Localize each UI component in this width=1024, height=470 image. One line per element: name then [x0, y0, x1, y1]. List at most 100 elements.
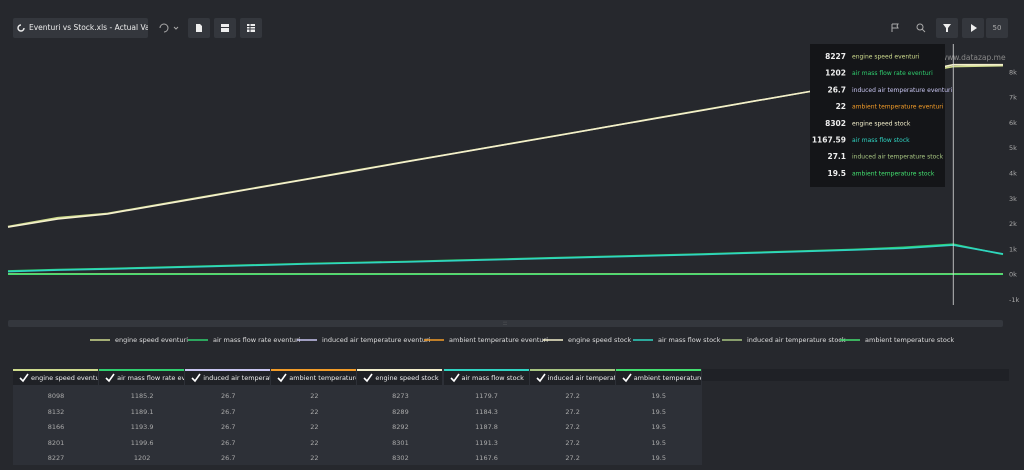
- y-tick-label: 1k: [1009, 245, 1017, 253]
- tooltip-value: 19.5: [827, 169, 846, 178]
- legend-label: air mass flow rate eventuri: [213, 336, 301, 344]
- y-tick-label: 8k: [1009, 68, 1017, 76]
- tooltip-value: 1167.59: [812, 136, 846, 145]
- table-cell: 27.2: [565, 438, 580, 447]
- series-line: [7, 243, 1004, 272]
- checkbox[interactable]: [19, 373, 29, 383]
- table-cell: 27.2: [565, 407, 580, 416]
- table-cell: 1193.9: [130, 423, 154, 431]
- legend-label: ambient temperature eventuri: [449, 336, 548, 344]
- tooltip-label: engine speed eventuri: [852, 54, 920, 61]
- file-icon: [17, 24, 25, 32]
- refresh-button[interactable]: [154, 18, 182, 38]
- checkbox[interactable]: [622, 373, 632, 383]
- watermark: www.datazap.me: [941, 53, 1006, 62]
- y-tick-label: 3k: [1009, 195, 1017, 203]
- table-cell: 1199.6: [130, 438, 154, 447]
- checkbox[interactable]: [536, 373, 546, 383]
- table-cell: 27.2: [565, 454, 580, 462]
- column-header[interactable]: ambient temperature st...: [615, 369, 701, 385]
- table-cell: 26.7: [220, 454, 236, 462]
- table-cell: 8301: [392, 438, 409, 447]
- table-cell: 8098: [47, 392, 65, 400]
- filter-button[interactable]: [936, 18, 958, 38]
- tooltip-label: ambient temperature eventuri: [852, 104, 944, 111]
- data-table: engine speed eventuri air mass flow rate …: [13, 369, 702, 465]
- checkbox[interactable]: [277, 373, 287, 383]
- table-cell: 8132: [47, 407, 65, 416]
- tooltip-value: 8227: [825, 52, 846, 61]
- tooltip-value: 27.1: [827, 152, 846, 161]
- table-cell: 8227: [47, 454, 65, 462]
- column-header[interactable]: engine speed eventuri: [13, 369, 99, 385]
- table-cell: 8292: [392, 423, 409, 431]
- table-cell: 1191.3: [475, 438, 498, 447]
- table-cell: 1184.3: [475, 407, 498, 416]
- y-tick-label: 5k: [1009, 144, 1017, 152]
- table-cell: 1202: [133, 454, 151, 462]
- y-tick-label: 0k: [1009, 271, 1017, 279]
- tooltip: [810, 44, 945, 187]
- tooltip-value: 22: [836, 102, 846, 111]
- column-header[interactable]: induced air temperature ...: [185, 369, 271, 385]
- legend-label: induced air temperature eventuri: [322, 336, 431, 344]
- zoom-button[interactable]: [910, 18, 932, 38]
- table-cell: 19.5: [651, 407, 666, 416]
- playback-speed[interactable]: 50: [986, 18, 1008, 38]
- checkbox[interactable]: [105, 373, 115, 383]
- tooltip-label: induced air temperature stock: [852, 154, 944, 161]
- table-header-fill: [702, 369, 1009, 381]
- y-tick-label: 4k: [1009, 169, 1017, 177]
- table-cell: 8289: [392, 407, 409, 416]
- flag-button[interactable]: [884, 18, 906, 38]
- table-cell: 8166: [47, 423, 65, 431]
- legend-label: ambient temperature stock: [865, 336, 954, 344]
- table-cell: 26.7: [220, 392, 236, 400]
- table-cell: 22: [310, 392, 319, 400]
- table-cell: 1167.6: [475, 454, 498, 462]
- layout-button[interactable]: [214, 18, 236, 38]
- table-cell: 27.2: [565, 392, 580, 400]
- tooltip-value: 26.7: [827, 85, 846, 94]
- export-button[interactable]: [188, 18, 210, 38]
- tooltip-label: air mass flow stock: [852, 137, 910, 144]
- y-tick-label: -1k: [1009, 296, 1019, 304]
- table-cell: 26.7: [220, 438, 236, 447]
- y-tick-label: 7k: [1009, 94, 1017, 102]
- legend-label: air mass flow stock: [658, 336, 721, 344]
- column-header[interactable]: induced air temperature ...: [529, 369, 615, 385]
- table-cell: 22: [310, 423, 319, 431]
- table-cell: 19.5: [651, 392, 666, 400]
- column-header[interactable]: air mass flow stock: [443, 369, 529, 385]
- table-button[interactable]: [240, 18, 262, 38]
- checkbox[interactable]: [363, 373, 374, 383]
- file-selector[interactable]: Eventuri vs Stock.xls - Actual Values.c.…: [13, 18, 148, 38]
- table-cell: 19.5: [651, 454, 666, 462]
- checkbox[interactable]: [191, 373, 201, 383]
- table-cell: 27.2: [565, 423, 580, 431]
- column-header[interactable]: ambient temperature ev...: [271, 369, 357, 385]
- table-cell: 22: [310, 407, 319, 416]
- y-tick-label: 6k: [1009, 119, 1017, 127]
- column-header[interactable]: air mass flow rate event...: [99, 369, 185, 385]
- series-line: [7, 244, 1004, 273]
- table-cell: 1179.7: [475, 392, 498, 400]
- table-cell: 19.5: [651, 438, 666, 447]
- table-cell: 22: [310, 454, 319, 462]
- legend-label: engine speed stock: [568, 336, 631, 344]
- table-cell: 19.5: [651, 423, 666, 431]
- chart: www.datazap.me :: -1k0k1k2k3k4k5k6k7k8k8…: [7, 44, 1019, 344]
- play-button[interactable]: [962, 18, 984, 38]
- column-header[interactable]: engine speed stock: [357, 369, 443, 385]
- tooltip-label: engine speed stock: [852, 120, 911, 127]
- legend-label: induced air temperature stock: [747, 336, 846, 344]
- table-cell: 1189.1: [130, 407, 154, 416]
- checkbox[interactable]: [449, 373, 460, 383]
- scrollbar[interactable]: [8, 320, 1003, 327]
- tooltip-value: 1202: [825, 69, 846, 78]
- y-tick-label: 2k: [1009, 220, 1017, 228]
- table-cell: 8302: [392, 454, 409, 462]
- tooltip-value: 8302: [825, 119, 846, 128]
- table-cell: 1187.8: [475, 423, 498, 431]
